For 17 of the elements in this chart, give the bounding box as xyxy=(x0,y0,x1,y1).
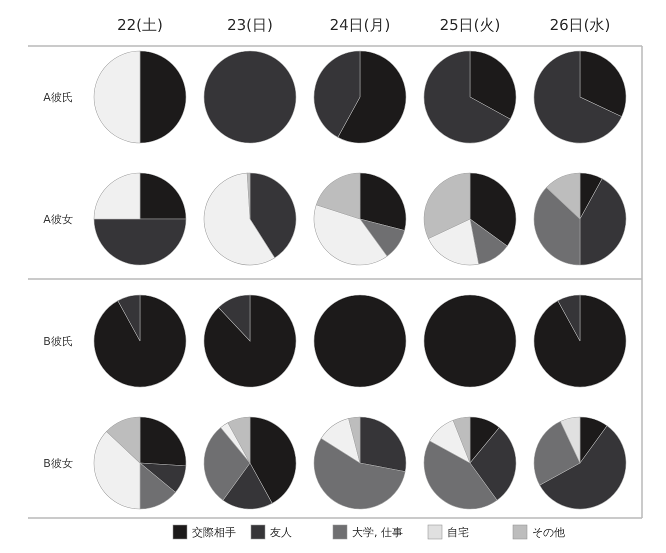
legend-label: 大学, 仕事 xyxy=(352,526,403,539)
text: B彼女 xyxy=(43,457,73,470)
pie-slice xyxy=(204,294,296,388)
chart-title: 24日(月) xyxy=(330,16,390,34)
legend-label: その他 xyxy=(532,526,565,539)
chart-title: 26日(水) xyxy=(550,16,610,34)
text: B彼氏 xyxy=(43,335,73,348)
chart-title: 22(土) xyxy=(117,16,163,34)
legend-label: 友人 xyxy=(270,526,292,539)
text: A彼女 xyxy=(43,213,73,226)
pie-slice xyxy=(94,294,186,388)
text: A彼氏 xyxy=(43,91,73,104)
chart-title: 25日(火) xyxy=(440,16,500,34)
legend-label: 交際相手 xyxy=(192,526,236,539)
legend-label: 自宅 xyxy=(447,526,469,539)
chart-title: 23(日) xyxy=(227,16,273,34)
pie-slice xyxy=(534,294,626,388)
